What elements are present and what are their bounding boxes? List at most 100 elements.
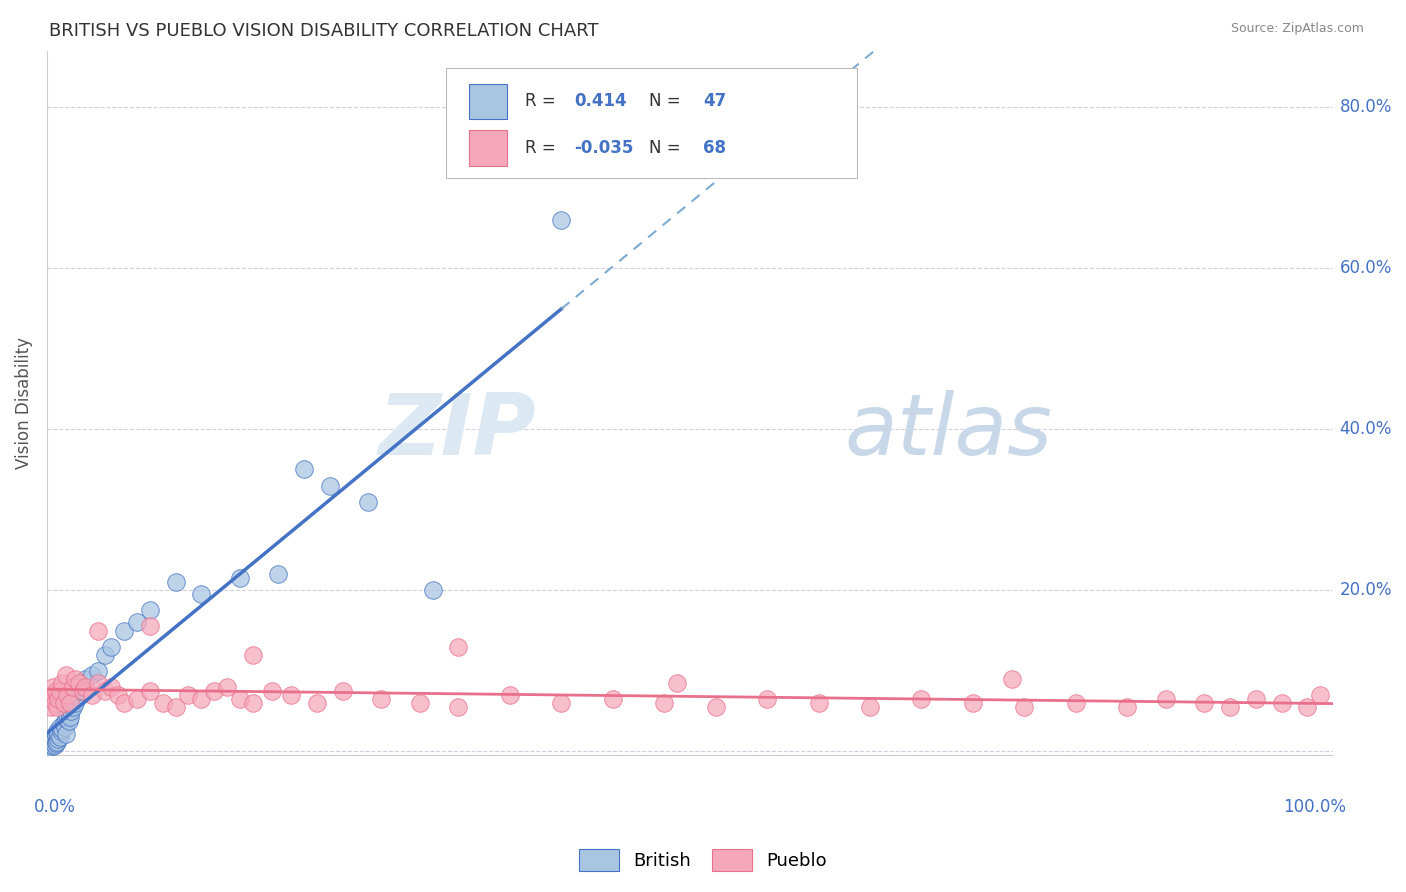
Point	[44, 738, 66, 752]
Point	[499, 688, 522, 702]
Point	[48, 720, 70, 734]
Point	[229, 692, 252, 706]
Text: 100.0%: 100.0%	[1282, 797, 1346, 815]
Point	[44, 696, 66, 710]
Text: BRITISH VS PUEBLO VISION DISABILITY CORRELATION CHART: BRITISH VS PUEBLO VISION DISABILITY CORR…	[49, 22, 599, 40]
Point	[48, 726, 70, 740]
Point	[550, 212, 572, 227]
Y-axis label: Vision Disability: Vision Disability	[15, 337, 32, 469]
Point	[370, 692, 392, 706]
Point	[139, 619, 162, 633]
Point	[45, 684, 67, 698]
Point	[41, 736, 63, 750]
Point	[60, 704, 83, 718]
Point	[46, 700, 69, 714]
Point	[42, 739, 65, 754]
Point	[107, 688, 129, 702]
Point	[1116, 700, 1139, 714]
Point	[42, 680, 65, 694]
Point	[202, 684, 225, 698]
Point	[46, 734, 69, 748]
Point	[48, 730, 70, 744]
Point	[55, 668, 77, 682]
Point	[48, 684, 70, 698]
Point	[42, 734, 65, 748]
Point	[44, 732, 66, 747]
Point	[41, 688, 63, 702]
Point	[51, 722, 73, 736]
Point	[139, 684, 162, 698]
Point	[1219, 700, 1241, 714]
Text: 20.0%: 20.0%	[1340, 582, 1392, 599]
Point	[112, 624, 135, 638]
Point	[52, 716, 75, 731]
FancyBboxPatch shape	[446, 69, 858, 178]
Text: N =: N =	[648, 139, 686, 157]
Point	[55, 726, 77, 740]
Point	[962, 696, 984, 710]
Text: 47: 47	[703, 93, 725, 111]
Point	[39, 700, 62, 714]
Point	[51, 676, 73, 690]
Point	[69, 684, 91, 698]
Point	[666, 676, 689, 690]
Point	[1296, 700, 1319, 714]
Point	[756, 692, 779, 706]
Point	[242, 696, 264, 710]
Text: N =: N =	[648, 93, 686, 111]
Point	[38, 692, 60, 706]
Text: 0.414: 0.414	[574, 93, 627, 111]
Point	[165, 575, 187, 590]
Point	[152, 696, 174, 710]
Point	[59, 710, 82, 724]
FancyBboxPatch shape	[468, 84, 508, 119]
Point	[280, 688, 302, 702]
Point	[125, 692, 148, 706]
Point	[190, 587, 212, 601]
Point	[38, 740, 60, 755]
Point	[56, 708, 79, 723]
Point	[1244, 692, 1267, 706]
Point	[1064, 696, 1087, 710]
Text: 68: 68	[703, 139, 725, 157]
Legend: British, Pueblo: British, Pueblo	[572, 842, 834, 879]
Point	[1194, 696, 1216, 710]
Point	[94, 684, 117, 698]
Point	[910, 692, 932, 706]
Point	[704, 700, 727, 714]
Point	[63, 672, 86, 686]
Point	[229, 571, 252, 585]
Point	[652, 696, 675, 710]
Point	[357, 494, 380, 508]
Point	[409, 696, 432, 710]
Point	[165, 700, 187, 714]
Point	[1154, 692, 1177, 706]
Point	[72, 680, 94, 694]
Point	[242, 648, 264, 662]
Point	[49, 724, 72, 739]
Point	[215, 680, 238, 694]
Point	[859, 700, 882, 714]
Point	[267, 567, 290, 582]
FancyBboxPatch shape	[468, 130, 508, 166]
Point	[190, 692, 212, 706]
Point	[75, 680, 97, 694]
Point	[48, 692, 70, 706]
Point	[602, 692, 624, 706]
Point	[94, 648, 117, 662]
Point	[305, 696, 328, 710]
Point	[550, 696, 572, 710]
Point	[48, 732, 70, 747]
Point	[56, 688, 79, 702]
Point	[66, 690, 89, 704]
Point	[80, 668, 103, 682]
Point	[59, 696, 82, 710]
Text: R =: R =	[526, 139, 561, 157]
Point	[45, 728, 67, 742]
Point	[45, 736, 67, 750]
Point	[447, 640, 470, 654]
Point	[1271, 696, 1294, 710]
Point	[332, 684, 354, 698]
Point	[125, 615, 148, 630]
Point	[177, 688, 200, 702]
